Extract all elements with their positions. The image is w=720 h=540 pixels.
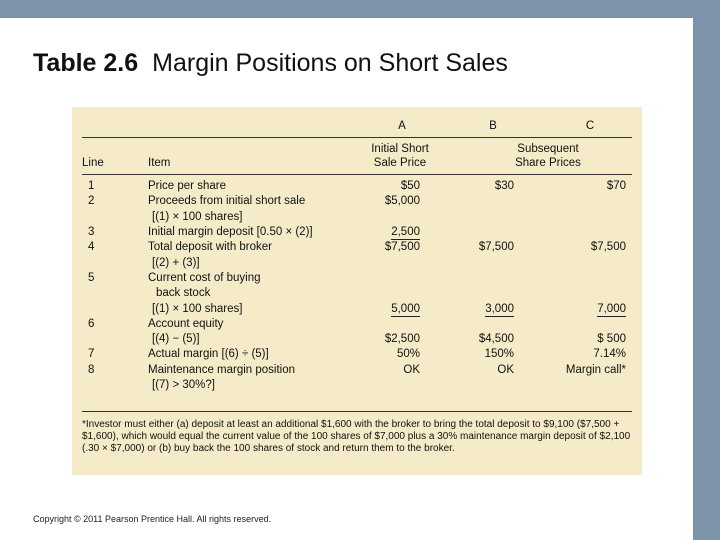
- row-1-b: $30: [494, 180, 514, 192]
- table-footnote: *Investor must either (a) deposit at lea…: [82, 419, 631, 454]
- row-3-a-value: 2,500: [391, 226, 420, 240]
- row-1-item: Price per share: [148, 180, 226, 192]
- header-a-line1: Initial Short: [371, 143, 429, 155]
- row-5-item-cont2: [(1) × 100 shares]: [152, 303, 243, 315]
- col-letter-c: C: [585, 120, 595, 132]
- row-6-line: 6: [88, 318, 95, 330]
- row-4-b: $7,500: [478, 241, 514, 253]
- row-7-a: 50%: [396, 348, 420, 360]
- row-7-item: Actual margin [(6) ÷ (5)]: [148, 348, 269, 360]
- row-7-b: 150%: [484, 348, 514, 360]
- row-5-b: 3,000: [424, 303, 514, 317]
- table-title: Margin Positions on Short Sales: [152, 49, 508, 77]
- header-bc-line2: Share Prices: [515, 157, 581, 169]
- col-letter-b: B: [489, 120, 497, 132]
- col-letter-a: A: [398, 120, 406, 132]
- row-5-c-value: 7,000: [597, 303, 626, 317]
- row-5-item-cont1: back stock: [156, 287, 211, 299]
- header-bc-line1: Subsequent: [517, 143, 579, 155]
- row-3-a: 2,500: [332, 226, 420, 240]
- row-6-c: $ 500: [597, 333, 626, 345]
- margin-table: A B C Initial Short Sale Price Subsequen…: [72, 107, 642, 475]
- row-4-item: Total deposit with broker: [148, 241, 273, 253]
- header-item: Item: [148, 157, 171, 169]
- row-1-a: $50: [400, 180, 420, 192]
- row-2-a: $5,000: [384, 195, 420, 207]
- row-4-line: 4: [88, 241, 95, 253]
- row-8-a: OK: [403, 364, 420, 376]
- row-3-item: Initial margin deposit [0.50 × (2)]: [148, 226, 313, 238]
- row-2-item: Proceeds from initial short sale: [148, 195, 306, 207]
- header-a-line2: Sale Price: [373, 157, 427, 169]
- footnote-rule: [82, 411, 632, 412]
- row-2-item-cont: [(1) × 100 shares]: [152, 211, 243, 223]
- row-6-item-cont: [(4) − (5)]: [152, 333, 200, 345]
- row-8-item: Maintenance margin position: [148, 364, 296, 376]
- row-7-line: 7: [88, 348, 95, 360]
- row-8-c: Margin call*: [565, 364, 626, 376]
- header-bottom-rule: [82, 174, 632, 175]
- row-8-item-cont: [(7) > 30%?]: [152, 379, 215, 391]
- row-5-line: 5: [88, 272, 95, 284]
- row-1-c: $70: [606, 180, 626, 192]
- row-3-line: 3: [88, 226, 95, 238]
- copyright-notice: Copyright © 2011 Pearson Prentice Hall. …: [33, 514, 272, 524]
- slide-number: 2-96: [661, 506, 684, 518]
- row-6-a: $2,500: [384, 333, 420, 345]
- row-7-c: 7.14%: [593, 348, 626, 360]
- header-line: Line: [82, 157, 104, 169]
- row-5-b-value: 3,000: [485, 303, 514, 317]
- row-8-b: OK: [497, 364, 514, 376]
- row-1-line: 1: [88, 180, 95, 192]
- row-6-b: $4,500: [478, 333, 514, 345]
- page-title: Table 2.6 Margin Positions on Short Sales: [33, 49, 508, 78]
- table-number: Table 2.6: [33, 49, 139, 77]
- row-5-a-value: 5,000: [391, 303, 420, 317]
- row-2-line: 2: [88, 195, 95, 207]
- row-5-a: 5,000: [332, 303, 420, 317]
- right-band: [693, 18, 720, 540]
- header-top-rule: [82, 137, 632, 138]
- row-5-item: Current cost of buying: [148, 272, 261, 284]
- row-4-item-cont: [(2) + (3)]: [152, 257, 200, 269]
- row-4-a: $7,500: [384, 241, 420, 253]
- row-4-c: $7,500: [590, 241, 626, 253]
- row-5-c: 7,000: [518, 303, 626, 317]
- row-6-item: Account equity: [148, 318, 224, 330]
- top-band: [0, 0, 720, 18]
- row-8-line: 8: [88, 364, 95, 376]
